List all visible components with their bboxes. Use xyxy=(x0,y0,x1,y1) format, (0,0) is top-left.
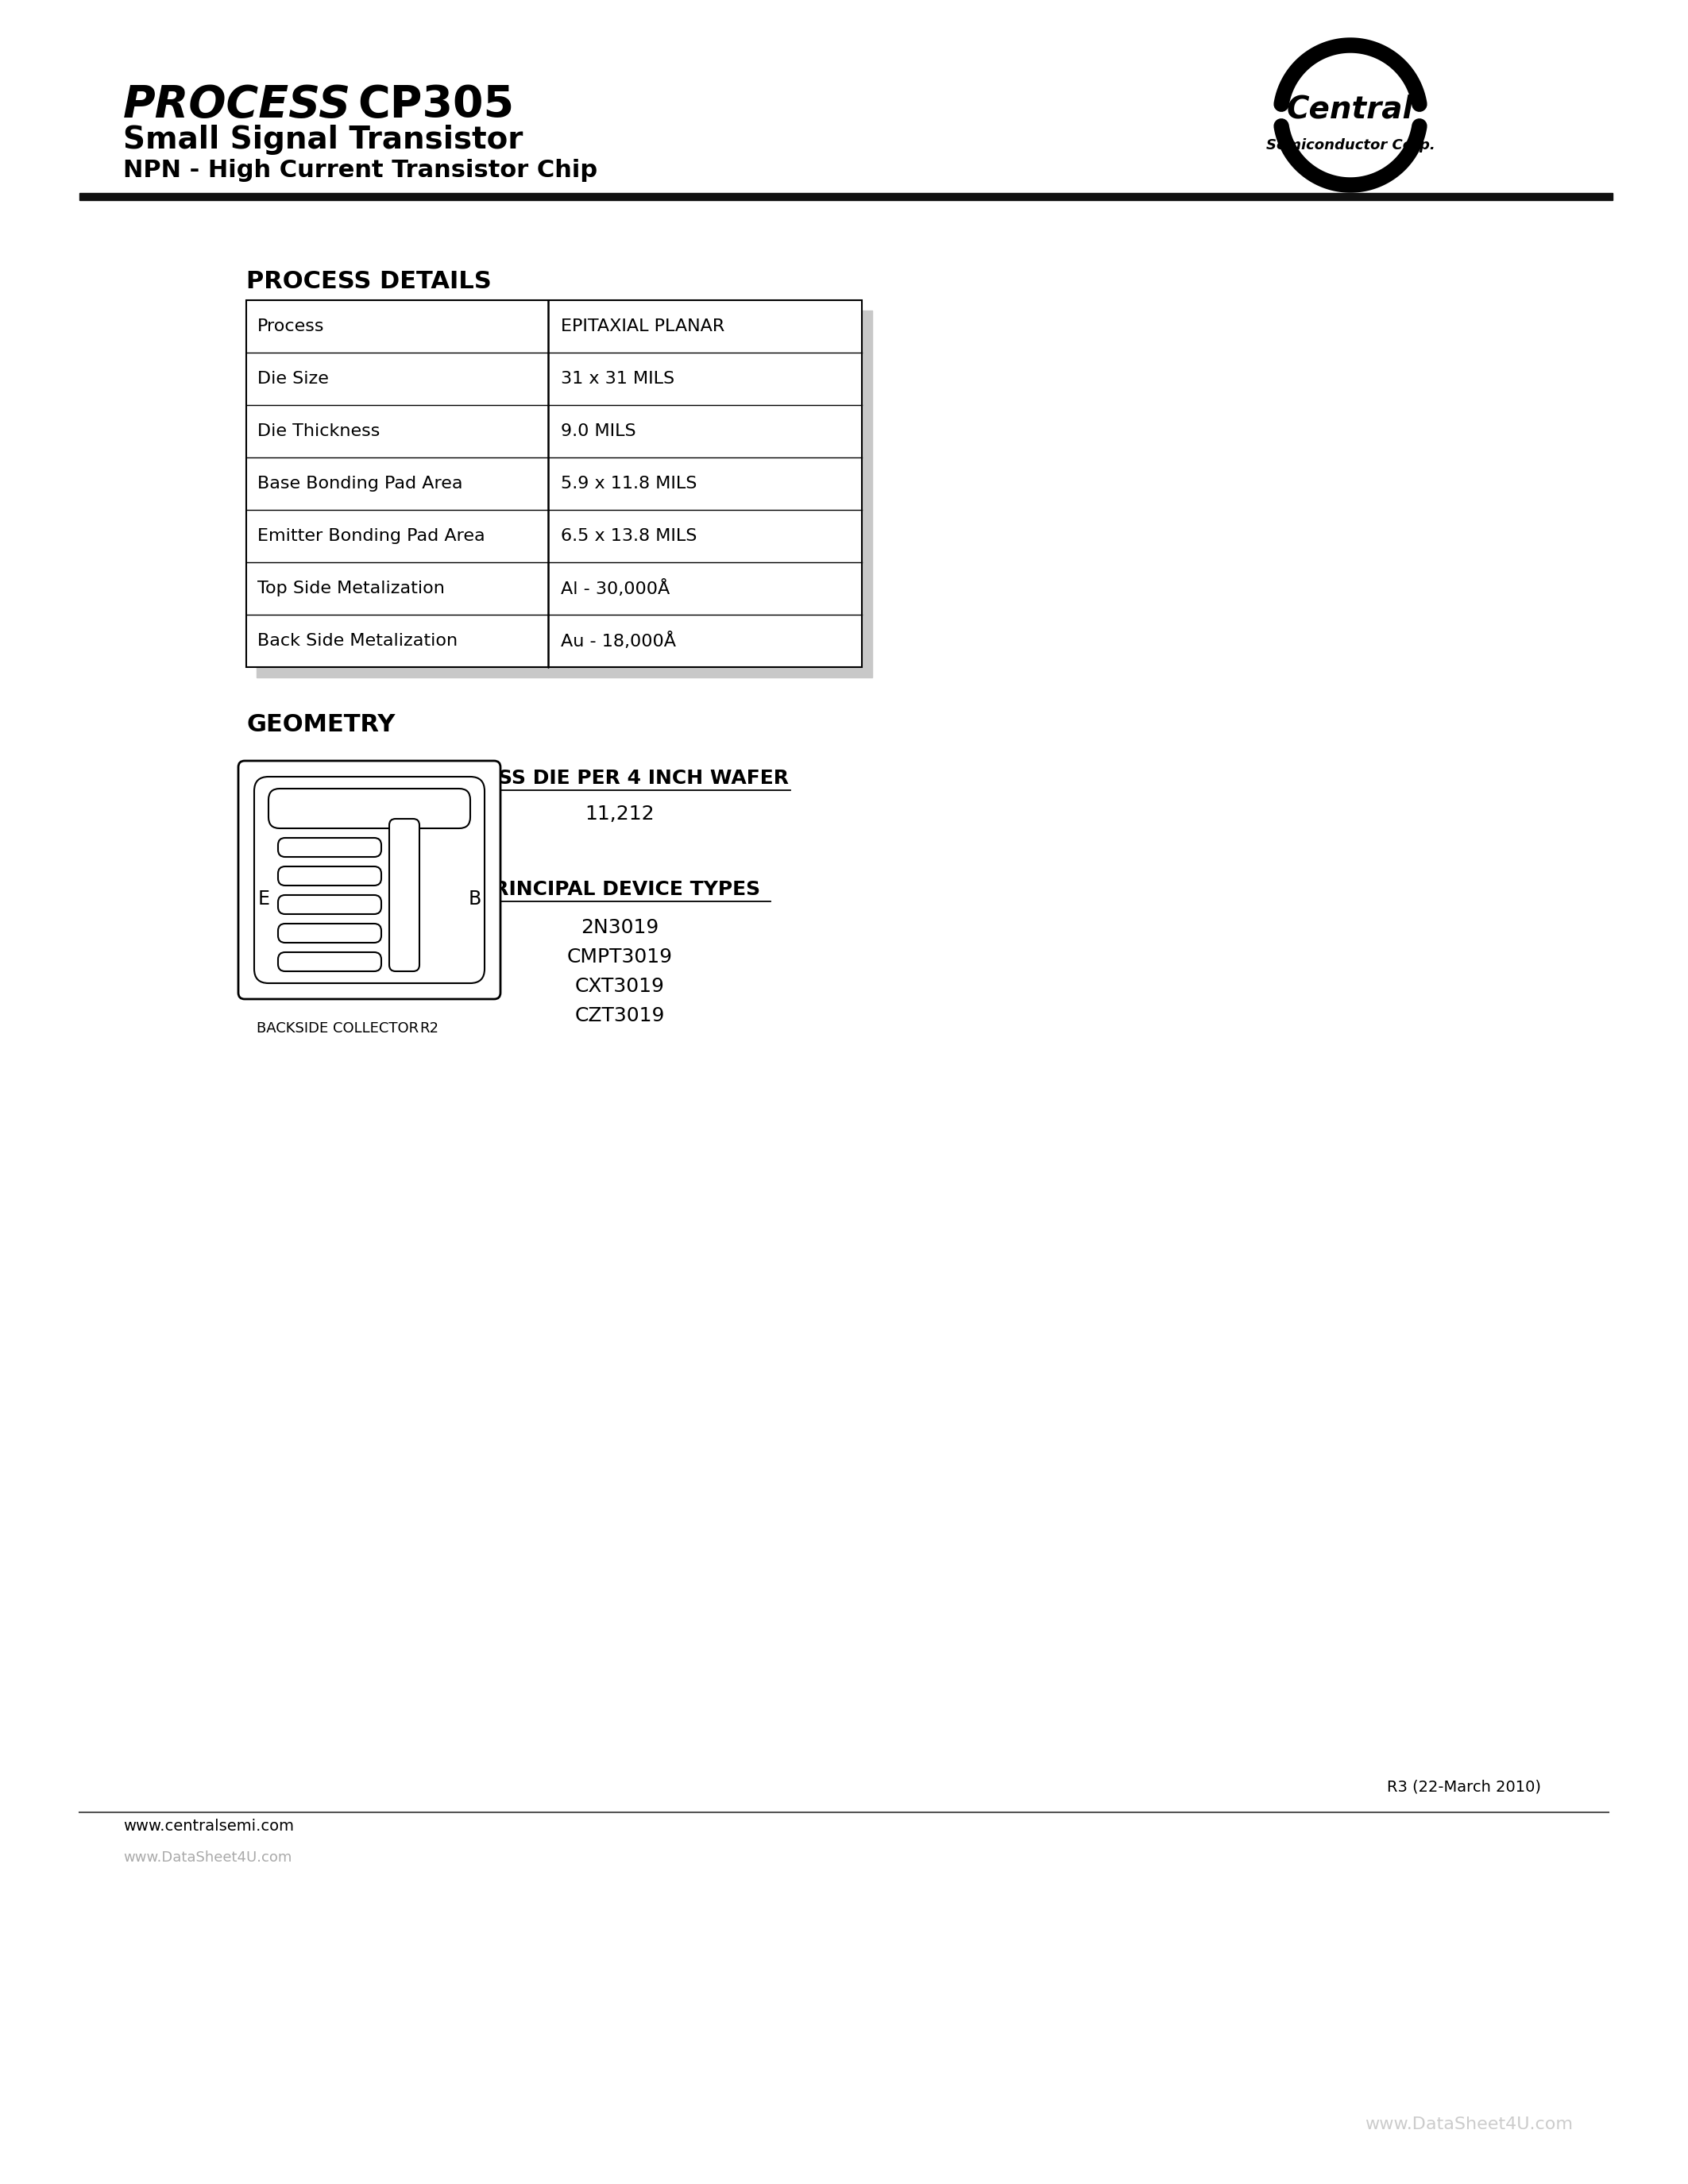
Text: 5.9 x 11.8 MILS: 5.9 x 11.8 MILS xyxy=(560,476,697,491)
Text: CMPT3019: CMPT3019 xyxy=(567,948,672,968)
Text: R2: R2 xyxy=(420,1022,439,1035)
FancyBboxPatch shape xyxy=(390,819,419,972)
Text: Process: Process xyxy=(257,319,324,334)
Text: Small Signal Transistor: Small Signal Transistor xyxy=(123,124,523,155)
Text: NPN - High Current Transistor Chip: NPN - High Current Transistor Chip xyxy=(123,159,598,181)
Text: PROCESS DETAILS: PROCESS DETAILS xyxy=(246,271,491,293)
Text: R3 (22-March 2010): R3 (22-March 2010) xyxy=(1388,1780,1541,1793)
FancyBboxPatch shape xyxy=(279,839,381,856)
Text: 6.5 x 13.8 MILS: 6.5 x 13.8 MILS xyxy=(560,529,697,544)
Text: www.centralsemi.com: www.centralsemi.com xyxy=(123,1819,294,1835)
FancyBboxPatch shape xyxy=(268,788,471,828)
Text: E: E xyxy=(258,889,270,909)
Text: 9.0 MILS: 9.0 MILS xyxy=(560,424,636,439)
Text: www.DataSheet4U.com: www.DataSheet4U.com xyxy=(123,1850,292,1865)
Text: BACKSIDE COLLECTOR: BACKSIDE COLLECTOR xyxy=(257,1022,419,1035)
Text: Top Side Metalization: Top Side Metalization xyxy=(257,581,444,596)
Text: Al - 30,000Å: Al - 30,000Å xyxy=(560,579,670,596)
Text: CZT3019: CZT3019 xyxy=(574,1007,665,1024)
FancyBboxPatch shape xyxy=(279,924,381,943)
Text: CXT3019: CXT3019 xyxy=(574,976,665,996)
Text: www.DataSheet4U.com: www.DataSheet4U.com xyxy=(1364,2116,1573,2132)
Text: PRINCIPAL DEVICE TYPES: PRINCIPAL DEVICE TYPES xyxy=(479,880,760,900)
Text: 31 x 31 MILS: 31 x 31 MILS xyxy=(560,371,675,387)
Text: Central: Central xyxy=(1286,94,1415,124)
Text: TM: TM xyxy=(1404,81,1420,90)
Text: 11,212: 11,212 xyxy=(584,804,655,823)
Bar xyxy=(246,299,863,666)
Text: Base Bonding Pad Area: Base Bonding Pad Area xyxy=(257,476,463,491)
Text: GROSS DIE PER 4 INCH WAFER: GROSS DIE PER 4 INCH WAFER xyxy=(451,769,790,788)
Text: GEOMETRY: GEOMETRY xyxy=(246,714,395,736)
Text: Au - 18,000Å: Au - 18,000Å xyxy=(560,631,675,649)
Text: Die Thickness: Die Thickness xyxy=(257,424,380,439)
Text: PROCESS: PROCESS xyxy=(123,83,351,127)
FancyBboxPatch shape xyxy=(279,952,381,972)
FancyBboxPatch shape xyxy=(279,867,381,885)
Text: 2N3019: 2N3019 xyxy=(581,917,658,937)
Text: Die Size: Die Size xyxy=(257,371,329,387)
FancyBboxPatch shape xyxy=(238,760,500,998)
Text: Semiconductor Corp.: Semiconductor Corp. xyxy=(1266,138,1435,153)
Text: B: B xyxy=(469,889,481,909)
FancyBboxPatch shape xyxy=(255,778,484,983)
FancyBboxPatch shape xyxy=(279,895,381,915)
Bar xyxy=(257,310,873,677)
Text: CP305: CP305 xyxy=(358,83,515,127)
Text: Back Side Metalization: Back Side Metalization xyxy=(257,633,457,649)
Text: Emitter Bonding Pad Area: Emitter Bonding Pad Area xyxy=(257,529,484,544)
Bar xyxy=(79,192,1612,201)
Text: EPITAXIAL PLANAR: EPITAXIAL PLANAR xyxy=(560,319,724,334)
